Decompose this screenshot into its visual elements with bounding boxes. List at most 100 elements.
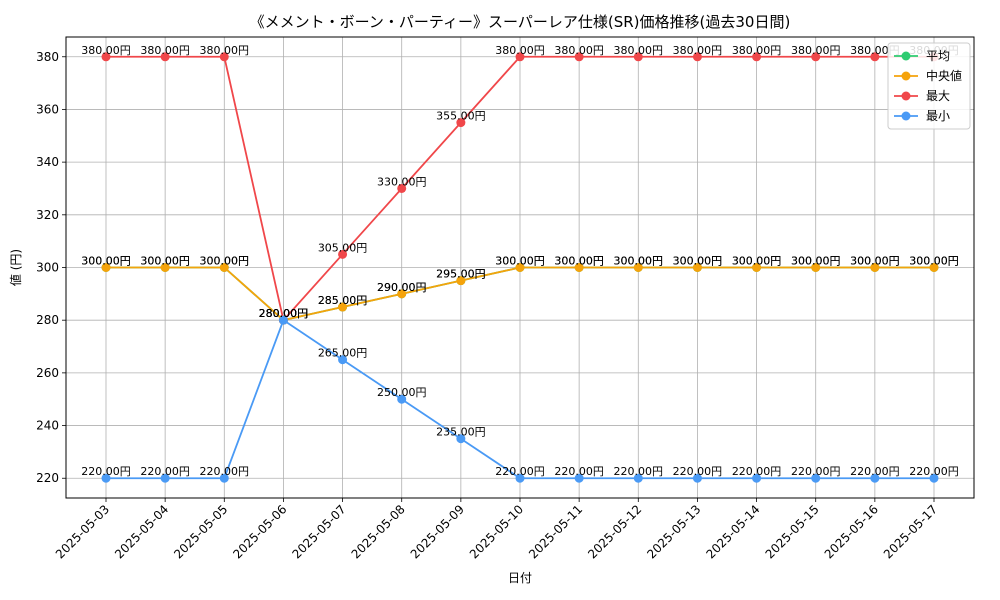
data-label: 300.00円 — [140, 255, 190, 268]
data-point — [574, 52, 584, 62]
data-point — [101, 52, 111, 62]
data-point — [338, 249, 348, 259]
x-tick-label: 2025-05-15 — [763, 502, 822, 561]
data-label: 300.00円 — [81, 255, 131, 268]
data-point — [219, 263, 229, 272]
data-label: 380.00円 — [850, 44, 900, 57]
x-tick-label: 2025-05-03 — [53, 502, 112, 561]
y-tick-label: 300 — [36, 261, 59, 275]
chart-title: 《メメント・ボーン・パーティー》スーパーレア仕様(SR)価格推移(過去30日間) — [250, 13, 791, 31]
data-point — [338, 302, 348, 312]
data-label: 220.00円 — [614, 465, 664, 478]
data-point — [515, 52, 525, 62]
data-label: 380.00円 — [495, 44, 545, 57]
data-label: 285.00円 — [318, 294, 368, 307]
data-label: 380.00円 — [614, 44, 664, 57]
legend-marker — [901, 91, 911, 101]
data-label: 290.00円 — [377, 281, 427, 294]
x-tick-label: 2025-05-08 — [349, 502, 408, 561]
data-label: 380.00円 — [140, 44, 190, 57]
data-label: 265.00円 — [318, 347, 368, 360]
data-point — [633, 473, 643, 483]
y-tick-label: 340 — [36, 155, 59, 169]
data-point — [278, 315, 288, 325]
y-tick-label: 260 — [36, 366, 59, 380]
data-point — [811, 263, 821, 272]
data-point — [456, 118, 466, 128]
data-point — [397, 289, 407, 299]
data-label: 285.00円 — [318, 294, 368, 307]
data-point — [870, 52, 880, 62]
data-label: 220.00円 — [673, 465, 723, 478]
data-label: 300.00円 — [909, 255, 959, 268]
data-label: 220.00円 — [791, 465, 841, 478]
data-label: 300.00円 — [850, 255, 900, 268]
x-tick-label: 2025-05-13 — [644, 502, 703, 561]
data-label: 220.00円 — [554, 465, 604, 478]
data-point — [397, 183, 407, 193]
data-label: 300.00円 — [554, 255, 604, 268]
data-label: 300.00円 — [614, 255, 664, 268]
data-point — [811, 473, 821, 483]
data-label: 280.00円 — [259, 307, 309, 320]
data-point — [811, 52, 821, 62]
data-point — [515, 473, 525, 483]
data-label: 220.00円 — [81, 465, 131, 478]
data-point — [692, 473, 702, 483]
data-point — [574, 263, 584, 272]
data-point — [397, 394, 407, 404]
data-label: 300.00円 — [791, 255, 841, 268]
data-label: 300.00円 — [140, 255, 190, 268]
data-label: 380.00円 — [81, 44, 131, 57]
data-point — [870, 263, 880, 272]
axes: 2025-05-03 2025-05-04 2025-05-05 2025-05-06… — [36, 36, 975, 561]
legend-label: 中央値 — [926, 68, 962, 83]
x-tick-label: 2025-05-14 — [703, 502, 762, 561]
data-label: 300.00円 — [732, 255, 782, 268]
legend-label: 最大 — [926, 89, 950, 103]
legend-label: 平均 — [926, 49, 950, 63]
y-tick-label: 360 — [36, 102, 59, 116]
data-label: 280.00円 — [259, 307, 309, 320]
data-label: 300.00円 — [909, 255, 959, 268]
x-tick-label: 2025-05-10 — [467, 502, 526, 561]
data-label: 300.00円 — [732, 255, 782, 268]
data-label: 295.00円 — [436, 268, 486, 281]
data-label: 355.00円 — [436, 110, 486, 123]
data-label: 380.00円 — [791, 44, 841, 57]
x-tick-label: 2025-05-16 — [822, 502, 881, 561]
data-label: 295.00円 — [436, 268, 486, 281]
data-point — [692, 263, 702, 272]
x-tick-label: 2025-05-04 — [112, 502, 171, 561]
data-label: 235.00円 — [436, 426, 486, 439]
data-label: 300.00円 — [81, 255, 131, 268]
data-point — [101, 473, 111, 483]
data-label: 280.00円 — [259, 307, 309, 320]
x-tick-label: 2025-05-11 — [526, 502, 585, 561]
legend-box — [887, 42, 971, 130]
y-tick-label: 280 — [36, 313, 59, 327]
data-label: 300.00円 — [673, 255, 723, 268]
data-point — [160, 473, 170, 483]
data-label: 280.00円 — [259, 307, 309, 320]
data-point — [456, 276, 466, 286]
data-point — [160, 263, 170, 272]
data-label: 300.00円 — [850, 255, 900, 268]
x-tick-label: 2025-05-09 — [408, 502, 467, 561]
plot-frame — [65, 36, 975, 499]
legend-label: 最小 — [926, 109, 950, 123]
data-label: 300.00円 — [791, 255, 841, 268]
data-label: 300.00円 — [200, 255, 250, 268]
legend-marker — [901, 71, 911, 81]
x-axis-label: 日付 — [508, 571, 532, 585]
y-axis-label: 値 (円) — [8, 249, 23, 286]
x-tick-label: 2025-05-06 — [230, 502, 289, 561]
data-label: 380.00円 — [732, 44, 782, 57]
data-point — [515, 263, 525, 272]
data-point — [219, 473, 229, 483]
data-label: 300.00円 — [495, 255, 545, 268]
data-label: 380.00円 — [554, 44, 604, 57]
data-point — [692, 52, 702, 62]
y-tick-label: 240 — [36, 419, 59, 433]
legend-marker — [901, 111, 911, 121]
